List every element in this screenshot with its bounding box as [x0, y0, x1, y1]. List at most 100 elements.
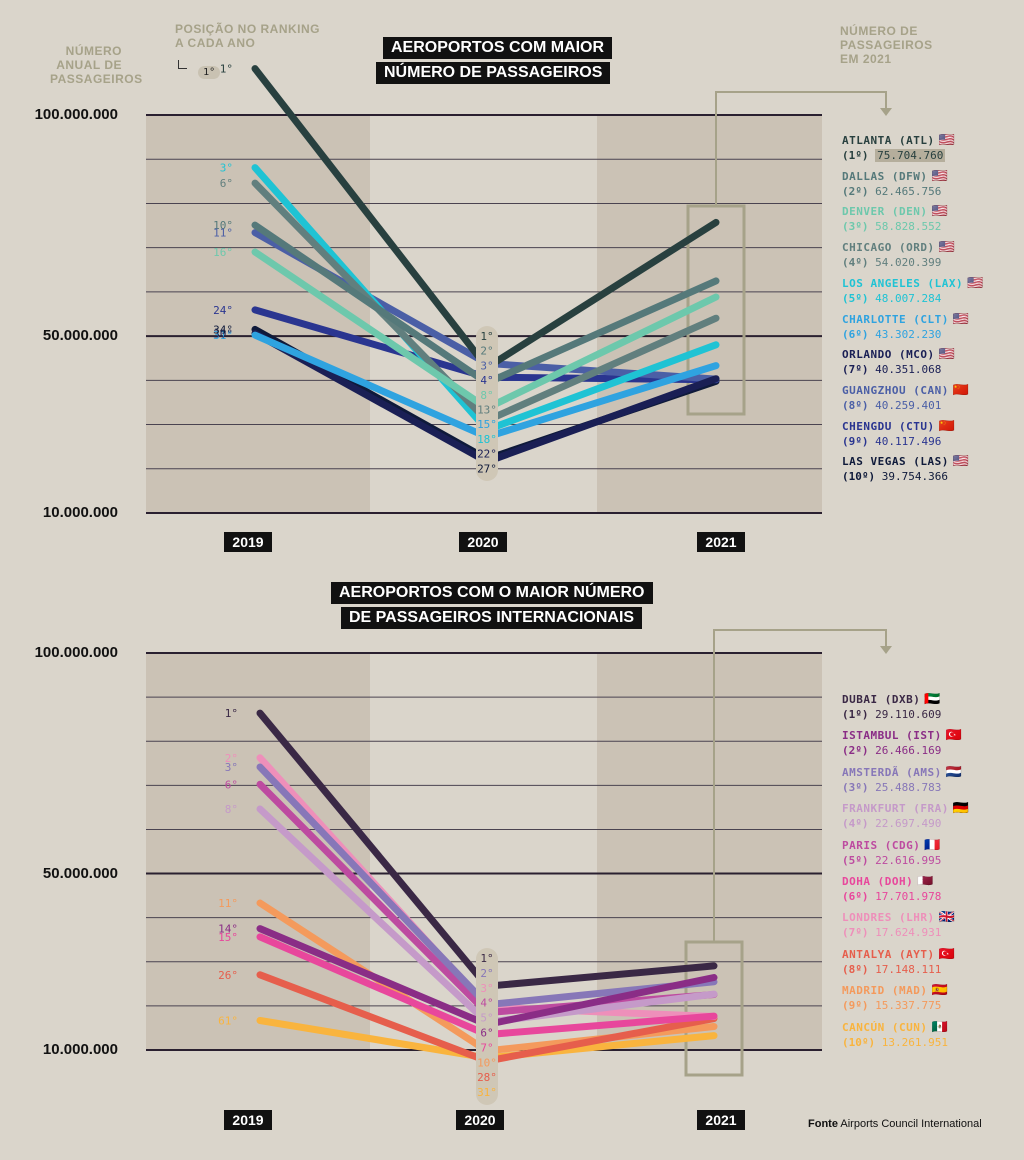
rank-label-2020: 10° — [477, 1056, 497, 1069]
legend-airport-name: AMSTERDÃ (AMS) — [842, 765, 942, 779]
legend-item: ORLANDO (MCO) 🇺🇸 (7º) 40.351.068 — [842, 347, 955, 377]
flag-icon: 🇺🇸 — [931, 168, 948, 184]
legend-rank: (3º) — [842, 780, 876, 794]
rank-label-2019: 8° — [225, 803, 238, 816]
rank-label-2020: 15° — [477, 418, 497, 431]
y-tick: 50.000.000 — [42, 327, 118, 344]
flag-icon: 🇺🇸 — [938, 240, 955, 256]
flag-icon: 🇺🇸 — [952, 454, 970, 470]
rank-label-2020: 6° — [480, 1027, 493, 1040]
legend-value: 17.624.931 — [875, 926, 942, 940]
legend-rank: (1º) — [842, 708, 876, 721]
rank-label-2020: 3° — [480, 982, 493, 995]
legend-airport-name: ISTAMBUL (IST) — [842, 729, 942, 743]
flag-icon: 🇹🇷 — [938, 946, 955, 962]
legend-airport-name: DENVER (DEN) — [842, 205, 928, 219]
rank-label-2019: 15° — [218, 931, 238, 944]
rank-label-2020: 18° — [477, 433, 497, 446]
chart1-title-line2: NÚMERO DE PASSAGEIROS — [376, 62, 611, 84]
legend-airport-name: CHENGDU (CTU) — [842, 419, 935, 433]
rank-label-2019: 14° — [218, 923, 238, 936]
chart1-title-line1: AEROPORTOS COM MAIOR — [383, 37, 613, 59]
legend-airport-name: ANTALYA (AYT) — [842, 947, 935, 961]
rank-label-2020: 2° — [480, 345, 493, 358]
rank-label: POSIÇÃO NO RANKING A CADA ANO — [175, 22, 321, 50]
rank-label-2019: 34° — [213, 323, 233, 336]
legend-airport-name: FRANKFURT (FRA) — [842, 802, 949, 816]
legend-value: 15.337.775 — [875, 999, 942, 1013]
year-label: 2021 — [697, 532, 745, 552]
rank-label-2020: 4° — [480, 374, 493, 387]
legend-rank: (7º) — [842, 926, 876, 940]
rank-label-2019: 2° — [225, 752, 238, 765]
legend-item: PARIS (CDG) 🇫🇷 (5º) 22.616.995 — [842, 838, 941, 868]
legend-item: CHICAGO (ORD) 🇺🇸 (4º) 54.020.399 — [842, 240, 955, 270]
legend-rank: (1º) — [842, 149, 876, 162]
rank-label-2019: 11° — [218, 897, 238, 910]
legend-rank: (8º) — [842, 962, 876, 976]
passengers-2021-label: NÚMERO DE PASSAGEIROS EM 2021 — [840, 24, 933, 66]
legend-item: AMSTERDÃ (AMS) 🇳🇱 (3º) 25.488.783 — [842, 765, 962, 795]
legend-airport-name: CANCÚN (CUN) — [842, 1020, 928, 1034]
legend-rank: (6º) — [842, 327, 876, 341]
legend-value: 58.828.552 — [875, 220, 942, 234]
flag-icon: 🇬🇧 — [938, 910, 955, 926]
legend-item: MADRID (MAD) 🇪🇸 (9º) 15.337.775 — [842, 983, 948, 1013]
chart-top: 1°10°16°6°3°31°30°11°24°34°1°2°3°4°8°13°… — [146, 63, 892, 514]
rank-label-2020: 2° — [480, 967, 493, 980]
flag-icon: 🇳🇱 — [945, 764, 962, 780]
legend-item: DALLAS (DFW) 🇺🇸 (2º) 62.465.756 — [842, 169, 948, 199]
legend-value: 13.261.951 — [881, 1035, 948, 1049]
legend-rank: (9º) — [842, 999, 876, 1013]
rank-label-2019: 1° — [225, 707, 238, 720]
flag-icon: 🇩🇪 — [952, 801, 970, 817]
legend-airport-name: ORLANDO (MCO) — [842, 348, 935, 362]
rank-label-2020: 28° — [477, 1071, 497, 1084]
rank-label-2019: 3° — [225, 761, 238, 774]
legend-airport-name: ATLANTA (ATL) — [842, 134, 935, 147]
y-tick: 50.000.000 — [42, 865, 118, 882]
legend-value: 17.701.978 — [875, 890, 942, 903]
flag-icon: 🇦🇪 — [924, 692, 941, 707]
legend-value: 22.697.490 — [875, 817, 942, 831]
legend-rank: (9º) — [842, 434, 876, 448]
legend-value: 48.007.284 — [875, 291, 942, 305]
year-label: 2019 — [224, 532, 272, 552]
rank-label-2019: 61° — [218, 1015, 238, 1028]
legend-value: 29.110.609 — [875, 708, 942, 721]
rank-label-2020: 27° — [477, 462, 497, 475]
legend-rank: (5º) — [842, 291, 876, 305]
legend-value: 25.488.783 — [875, 780, 942, 794]
rank-label-2019: 16° — [213, 246, 233, 259]
legend-airport-name: GUANGZHOU (CAN) — [842, 383, 949, 397]
legend-value: 26.466.169 — [875, 744, 942, 758]
legend-value: 40.351.068 — [875, 363, 942, 377]
legend-item: CHENGDU (CTU) 🇨🇳 (9º) 40.117.496 — [842, 419, 955, 449]
rank-label-2020: 5° — [480, 1012, 493, 1025]
legend-item: ATLANTA (ATL) 🇺🇸 (1º) 75.704.760 — [842, 133, 955, 163]
legend-value: 43.302.230 — [875, 327, 942, 341]
legend-airport-name: DALLAS (DFW) — [842, 169, 928, 183]
legend-value: 54.020.399 — [875, 256, 942, 270]
legend-rank: (3º) — [842, 220, 876, 234]
legend-item: GUANGZHOU (CAN) 🇨🇳 (8º) 40.259.401 — [842, 383, 969, 413]
connector-arrow — [880, 108, 892, 116]
rank-label-2019: 1° — [220, 63, 233, 76]
rank-example-badge: 1° — [178, 60, 221, 79]
year-label: 2020 — [459, 532, 507, 552]
legend-airport-name: LOS ANGELES (LAX) — [842, 276, 964, 290]
flag-icon: 🇫🇷 — [924, 837, 941, 853]
legend-value: 40.117.496 — [875, 434, 942, 448]
rank-label-2020: 13° — [477, 404, 497, 417]
legend-airport-name: DUBAI (DXB) — [842, 693, 921, 706]
legend-rank: (10º) — [842, 470, 882, 484]
flag-icon: 🇺🇸 — [952, 311, 970, 327]
legend-item: LOS ANGELES (LAX) 🇺🇸 (5º) 48.007.284 — [842, 276, 983, 306]
y-tick: 100.000.000 — [34, 644, 118, 661]
column-shade-2019 — [146, 653, 370, 1050]
flag-icon: 🇺🇸 — [967, 275, 984, 291]
rank-label-2019: 6° — [220, 177, 233, 190]
rank-label-2019: 3° — [220, 162, 233, 175]
legend-rank: (4º) — [842, 817, 876, 831]
legend-value: 39.754.366 — [881, 470, 948, 484]
